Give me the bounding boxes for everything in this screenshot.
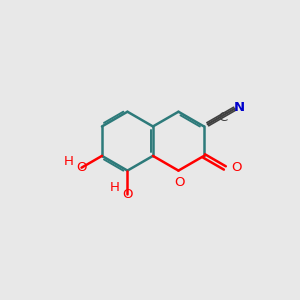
Text: N: N [234, 101, 245, 114]
Text: O: O [76, 161, 87, 174]
Text: O: O [122, 188, 133, 201]
Text: H: H [63, 155, 73, 168]
Text: C: C [218, 110, 227, 124]
Text: H: H [109, 181, 119, 194]
Text: O: O [174, 176, 184, 189]
Text: O: O [231, 161, 242, 175]
